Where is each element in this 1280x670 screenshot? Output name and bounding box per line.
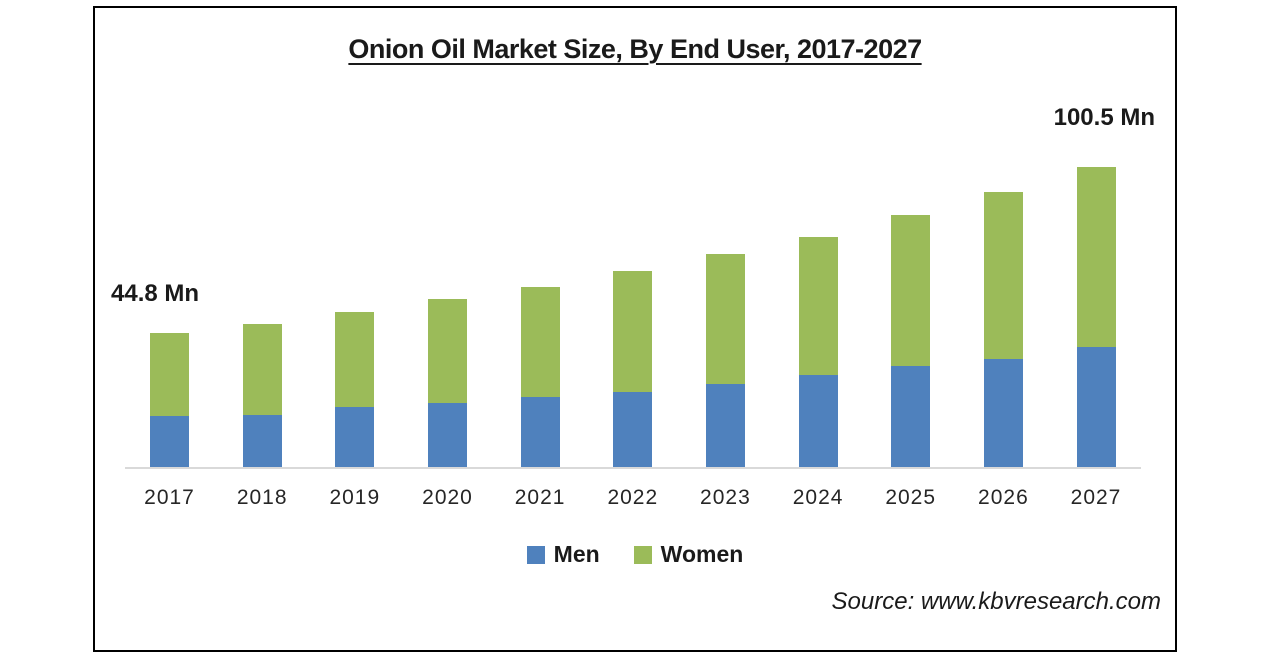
bar-segment-women-2019 (335, 311, 375, 408)
annotation-2017-total: 44.8 Mn (111, 280, 200, 307)
bar-2027 (1076, 167, 1116, 467)
legend-swatch-men-icon (526, 545, 545, 564)
source-credit: Source: www.kbvresearch.com (831, 588, 1161, 615)
bar-segment-women-2017 (150, 333, 189, 417)
x-tick-2027: 2027 (1070, 486, 1122, 509)
bar-2026 (983, 192, 1023, 467)
bar-2025 (891, 214, 931, 467)
x-tick-2017: 2017 (144, 486, 195, 509)
bar-segment-women-2018 (242, 323, 282, 415)
bar-segment-men-2017 (150, 416, 189, 467)
bar-segment-women-2024 (798, 236, 838, 376)
bar-segment-men-2025 (891, 366, 931, 467)
bar-segment-men-2026 (983, 358, 1023, 467)
legend-label-women: Women (660, 541, 744, 567)
legend-swatch-women-icon (633, 545, 652, 564)
bar-segment-men-2021 (520, 397, 560, 467)
bar-segment-men-2024 (798, 375, 838, 467)
chart-frame: Onion Oil Market Size, By End User, 2017… (93, 6, 1177, 652)
legend-label-men: Men (553, 541, 600, 567)
x-tick-2026: 2026 (978, 486, 1029, 509)
bar-segment-women-2020 (428, 299, 467, 403)
bar-2023 (705, 253, 745, 467)
bar-segment-men-2023 (705, 384, 745, 467)
bar-segment-women-2025 (891, 214, 931, 367)
x-tick-2020: 2020 (422, 486, 473, 509)
bar-segment-men-2022 (613, 391, 653, 467)
bar-2022 (613, 270, 653, 467)
bar-segment-men-2019 (335, 407, 375, 467)
legend-item-women: Women (633, 541, 744, 568)
x-tick-2023: 2023 (700, 486, 751, 509)
x-axis-line (125, 467, 1141, 469)
legend-item-men: Men (526, 541, 600, 568)
x-tick-2019: 2019 (329, 486, 381, 509)
bar-segment-women-2022 (613, 270, 653, 392)
bar-segment-men-2027 (1076, 347, 1116, 467)
bar-segment-women-2021 (520, 286, 560, 398)
bar-2019 (335, 311, 375, 467)
legend: Men Women (95, 541, 1175, 568)
x-tick-2018: 2018 (236, 486, 288, 509)
bar-2020 (428, 299, 467, 467)
bar-segment-women-2026 (983, 192, 1023, 359)
x-tick-2021: 2021 (514, 486, 566, 509)
x-tick-2022: 2022 (607, 486, 659, 509)
bar-2017 (150, 333, 189, 467)
bar-2021 (520, 286, 560, 467)
x-axis-tick-labels: 2017 2018 2019 2020 2021 2022 2023 2024 2025 2026… (95, 486, 1175, 516)
bar-segment-men-2020 (428, 402, 467, 467)
bar-segment-men-2018 (242, 414, 282, 467)
bar-2024 (798, 236, 838, 467)
bar-segment-women-2027 (1076, 167, 1116, 347)
bar-segment-women-2023 (705, 253, 745, 384)
x-tick-2025: 2025 (885, 486, 937, 509)
annotation-2027-total: 100.5 Mn (1053, 104, 1155, 131)
bar-2018 (242, 323, 282, 467)
plot-area (95, 8, 1175, 469)
x-tick-2024: 2024 (792, 486, 844, 509)
chart-title: Onion Oil Market Size, By End User, 2017… (348, 34, 922, 64)
